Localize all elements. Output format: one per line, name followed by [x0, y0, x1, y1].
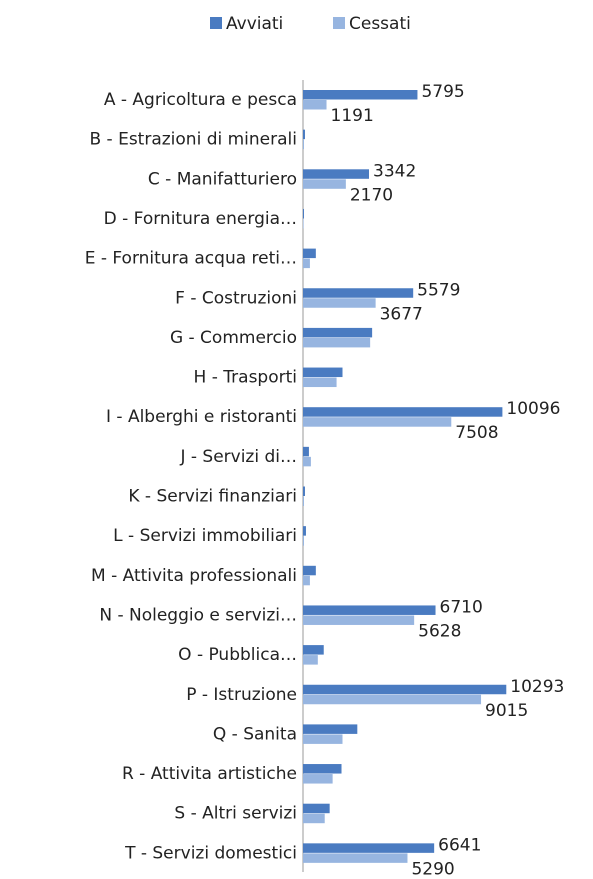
- data-label: 10293: [510, 677, 564, 697]
- bar: [303, 764, 342, 774]
- bar: [303, 208, 304, 219]
- bar: [303, 367, 343, 378]
- bar: [303, 615, 415, 625]
- bar: [303, 813, 325, 824]
- data-label: 5579: [417, 280, 460, 300]
- y-tick-label: K - Servizi finanziari: [128, 487, 297, 507]
- bar: [303, 288, 414, 298]
- bar: [303, 605, 436, 615]
- y-tick-label: G - Commercio: [170, 328, 297, 348]
- bar: [303, 456, 311, 467]
- bar: [303, 417, 452, 427]
- data-label: 5290: [411, 859, 454, 875]
- bar: [303, 129, 305, 140]
- bar: [303, 248, 316, 259]
- bar: [303, 803, 330, 814]
- data-label: 2170: [350, 185, 393, 205]
- bar: [303, 377, 337, 388]
- bar: [303, 853, 408, 863]
- y-tick-label: R - Attivita artistiche: [122, 764, 297, 784]
- y-tick-label: Q - Sanita: [213, 724, 297, 744]
- bar: [303, 526, 306, 536]
- data-label: 6710: [440, 597, 483, 617]
- y-tick-label: P - Istruzione: [186, 685, 297, 705]
- y-tick-label: J - Servizi di…: [179, 447, 297, 467]
- bar: [303, 169, 370, 179]
- y-tick-label: N - Noleggio e servizi…: [99, 605, 297, 625]
- bar: [303, 100, 327, 110]
- bar: [303, 496, 304, 506]
- y-tick-label: D - Fornitura energia…: [104, 209, 297, 229]
- legend-swatch: [333, 17, 345, 29]
- y-tick-label: S - Altri servizi: [174, 804, 297, 824]
- bar: [303, 90, 418, 100]
- bar: [303, 774, 333, 784]
- bar: [303, 655, 318, 665]
- y-tick-label: F - Costruzioni: [175, 288, 297, 308]
- data-label: 7508: [455, 423, 498, 443]
- bar: [303, 337, 371, 348]
- y-tick-label: C - Manifatturiero: [148, 169, 297, 189]
- data-label: 9015: [485, 701, 528, 721]
- y-tick-label: L - Servizi immobiliari: [113, 526, 297, 546]
- legend-label: Cessati: [349, 14, 411, 34]
- bar: [303, 327, 373, 338]
- data-label: 1191: [331, 106, 374, 126]
- data-label: 3342: [373, 161, 416, 181]
- bar: [303, 446, 309, 457]
- data-label: 5795: [421, 82, 464, 102]
- bar: [303, 179, 346, 189]
- y-tick-label: E - Fornitura acqua reti…: [85, 249, 297, 269]
- bar: [303, 536, 304, 546]
- data-label: 5628: [418, 621, 461, 641]
- y-tick-label: A - Agricoltura e pesca: [104, 90, 297, 110]
- data-label: 6641: [438, 835, 481, 855]
- data-label: 3677: [380, 304, 423, 324]
- bar: [303, 486, 305, 496]
- bar: [303, 575, 310, 586]
- bar: [303, 724, 358, 734]
- bar: [303, 734, 343, 744]
- bar: [303, 258, 310, 269]
- y-tick-label: I - Alberghi e ristoranti: [106, 407, 297, 427]
- y-tick-label: T - Servizi domestici: [124, 843, 297, 863]
- bar: [303, 139, 304, 150]
- bar: [303, 645, 324, 655]
- legend-swatch: [210, 17, 222, 29]
- bar: [303, 565, 316, 576]
- bar: [303, 684, 507, 695]
- bar: [303, 407, 503, 417]
- bar: [303, 694, 482, 705]
- y-tick-label: O - Pubblica…: [178, 645, 297, 665]
- data-label: 10096: [506, 399, 560, 419]
- bar: [303, 218, 304, 229]
- bar: [303, 843, 435, 853]
- y-tick-label: M - Attivita professionali: [91, 566, 297, 586]
- y-tick-label: B - Estrazioni di minerali: [89, 130, 297, 150]
- bar: [303, 298, 376, 308]
- y-tick-label: H - Trasporti: [194, 368, 297, 388]
- legend-label: Avviati: [226, 14, 283, 34]
